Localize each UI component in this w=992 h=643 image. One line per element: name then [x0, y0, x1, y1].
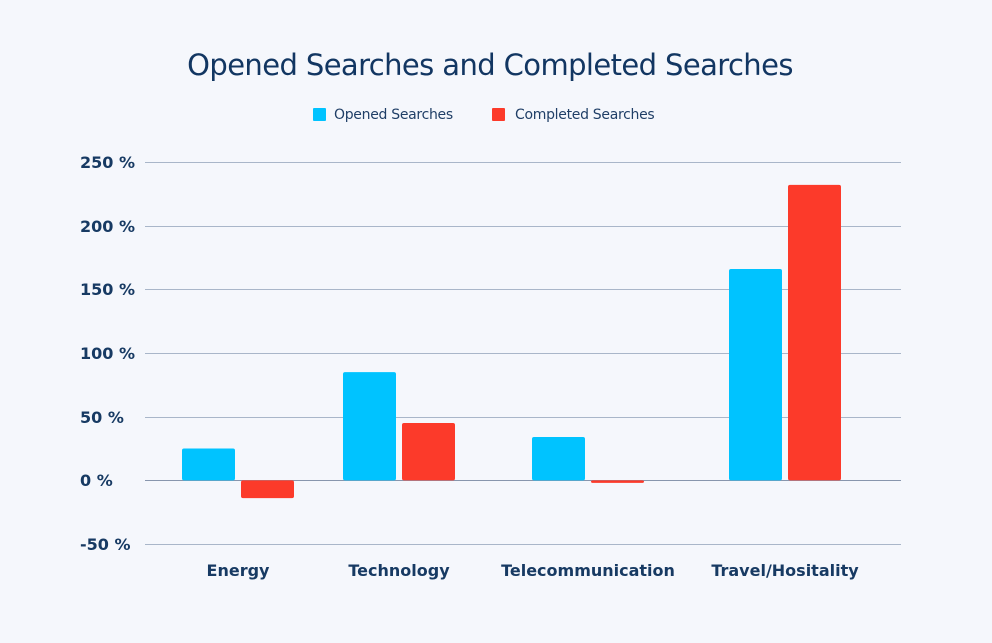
x-tick-label: Travel/Hositality: [711, 561, 859, 580]
legend-label-completed-searches: Completed Searches: [515, 107, 654, 123]
chart-title: Opened Searches and Completed Searches: [187, 48, 793, 82]
legend: Opened Searches Completed Searches: [313, 107, 655, 123]
x-tick-label: Technology: [348, 561, 450, 580]
bar-completed-searches-energy: [241, 480, 294, 499]
bar-completed-searches-technology: [402, 423, 455, 481]
x-axis-tick-labels: Energy Technology Telecommunication Travel/…: [207, 561, 860, 580]
y-tick-label: 200 %: [80, 217, 135, 236]
bar-opened-searches-technology: [343, 372, 396, 481]
legend-swatch-opened-searches: [313, 108, 326, 121]
x-tick-label: Telecommunication: [501, 561, 675, 580]
bar-completed-searches-telecommunication: [591, 480, 644, 483]
x-tick-label: Energy: [207, 561, 271, 580]
bar-opened-searches-energy: [182, 448, 235, 481]
legend-swatch-completed-searches: [492, 108, 505, 121]
y-tick-label: 250 %: [80, 153, 135, 172]
bar-completed-searches-travel-hositality: [788, 184, 841, 481]
bar-opened-searches-telecommunication: [532, 437, 585, 481]
y-tick-label: 150 %: [80, 280, 135, 299]
y-tick-label: 100 %: [80, 344, 135, 363]
bar-opened-searches-travel-hositality: [729, 268, 782, 481]
legend-label-opened-searches: Opened Searches: [334, 107, 453, 123]
y-axis-tick-labels: 250 % 200 % 150 % 100 % 50 % 0 % -50 %: [80, 153, 135, 554]
y-tick-label: 50 %: [80, 408, 124, 427]
bars: [182, 184, 841, 499]
y-tick-label: 0 %: [80, 471, 113, 490]
y-tick-label: -50 %: [80, 535, 131, 554]
